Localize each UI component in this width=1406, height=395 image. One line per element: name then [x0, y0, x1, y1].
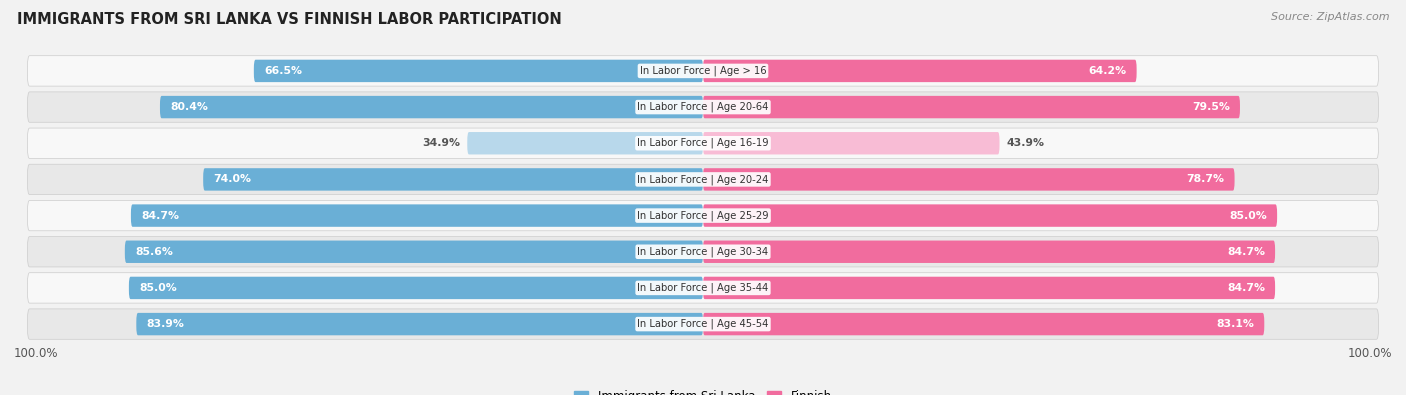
FancyBboxPatch shape [28, 237, 1378, 267]
Text: 64.2%: 64.2% [1088, 66, 1126, 76]
FancyBboxPatch shape [28, 200, 1378, 231]
FancyBboxPatch shape [28, 128, 1378, 158]
Text: IMMIGRANTS FROM SRI LANKA VS FINNISH LABOR PARTICIPATION: IMMIGRANTS FROM SRI LANKA VS FINNISH LAB… [17, 12, 561, 27]
Legend: Immigrants from Sri Lanka, Finnish: Immigrants from Sri Lanka, Finnish [569, 385, 837, 395]
FancyBboxPatch shape [703, 60, 1136, 82]
FancyBboxPatch shape [28, 56, 1378, 86]
FancyBboxPatch shape [703, 96, 1240, 118]
FancyBboxPatch shape [703, 168, 1234, 191]
Text: 43.9%: 43.9% [1007, 138, 1045, 148]
FancyBboxPatch shape [703, 241, 1275, 263]
Text: In Labor Force | Age 35-44: In Labor Force | Age 35-44 [637, 283, 769, 293]
FancyBboxPatch shape [467, 132, 703, 154]
Text: 79.5%: 79.5% [1192, 102, 1230, 112]
FancyBboxPatch shape [136, 313, 703, 335]
FancyBboxPatch shape [703, 204, 1277, 227]
Text: In Labor Force | Age 30-34: In Labor Force | Age 30-34 [637, 246, 769, 257]
FancyBboxPatch shape [703, 132, 1000, 154]
Text: 78.7%: 78.7% [1187, 175, 1225, 184]
Text: In Labor Force | Age > 16: In Labor Force | Age > 16 [640, 66, 766, 76]
FancyBboxPatch shape [28, 164, 1378, 195]
Text: 100.0%: 100.0% [14, 346, 59, 359]
Text: In Labor Force | Age 20-64: In Labor Force | Age 20-64 [637, 102, 769, 112]
FancyBboxPatch shape [125, 241, 703, 263]
FancyBboxPatch shape [28, 92, 1378, 122]
Text: 83.1%: 83.1% [1216, 319, 1254, 329]
FancyBboxPatch shape [28, 273, 1378, 303]
FancyBboxPatch shape [129, 277, 703, 299]
Text: 85.0%: 85.0% [139, 283, 177, 293]
Text: 84.7%: 84.7% [1227, 247, 1265, 257]
FancyBboxPatch shape [703, 313, 1264, 335]
FancyBboxPatch shape [131, 204, 703, 227]
Text: 34.9%: 34.9% [423, 138, 461, 148]
FancyBboxPatch shape [28, 309, 1378, 339]
Text: In Labor Force | Age 16-19: In Labor Force | Age 16-19 [637, 138, 769, 149]
Text: Source: ZipAtlas.com: Source: ZipAtlas.com [1271, 12, 1389, 22]
Text: 80.4%: 80.4% [170, 102, 208, 112]
Text: In Labor Force | Age 25-29: In Labor Force | Age 25-29 [637, 210, 769, 221]
Text: 74.0%: 74.0% [214, 175, 252, 184]
Text: 85.6%: 85.6% [135, 247, 173, 257]
Text: 85.0%: 85.0% [1229, 211, 1267, 220]
Text: In Labor Force | Age 45-54: In Labor Force | Age 45-54 [637, 319, 769, 329]
Text: 83.9%: 83.9% [146, 319, 184, 329]
Text: 66.5%: 66.5% [264, 66, 302, 76]
Text: 84.7%: 84.7% [1227, 283, 1265, 293]
Text: 84.7%: 84.7% [141, 211, 179, 220]
FancyBboxPatch shape [254, 60, 703, 82]
FancyBboxPatch shape [703, 277, 1275, 299]
Text: 100.0%: 100.0% [1347, 346, 1392, 359]
FancyBboxPatch shape [160, 96, 703, 118]
FancyBboxPatch shape [204, 168, 703, 191]
Text: In Labor Force | Age 20-24: In Labor Force | Age 20-24 [637, 174, 769, 185]
